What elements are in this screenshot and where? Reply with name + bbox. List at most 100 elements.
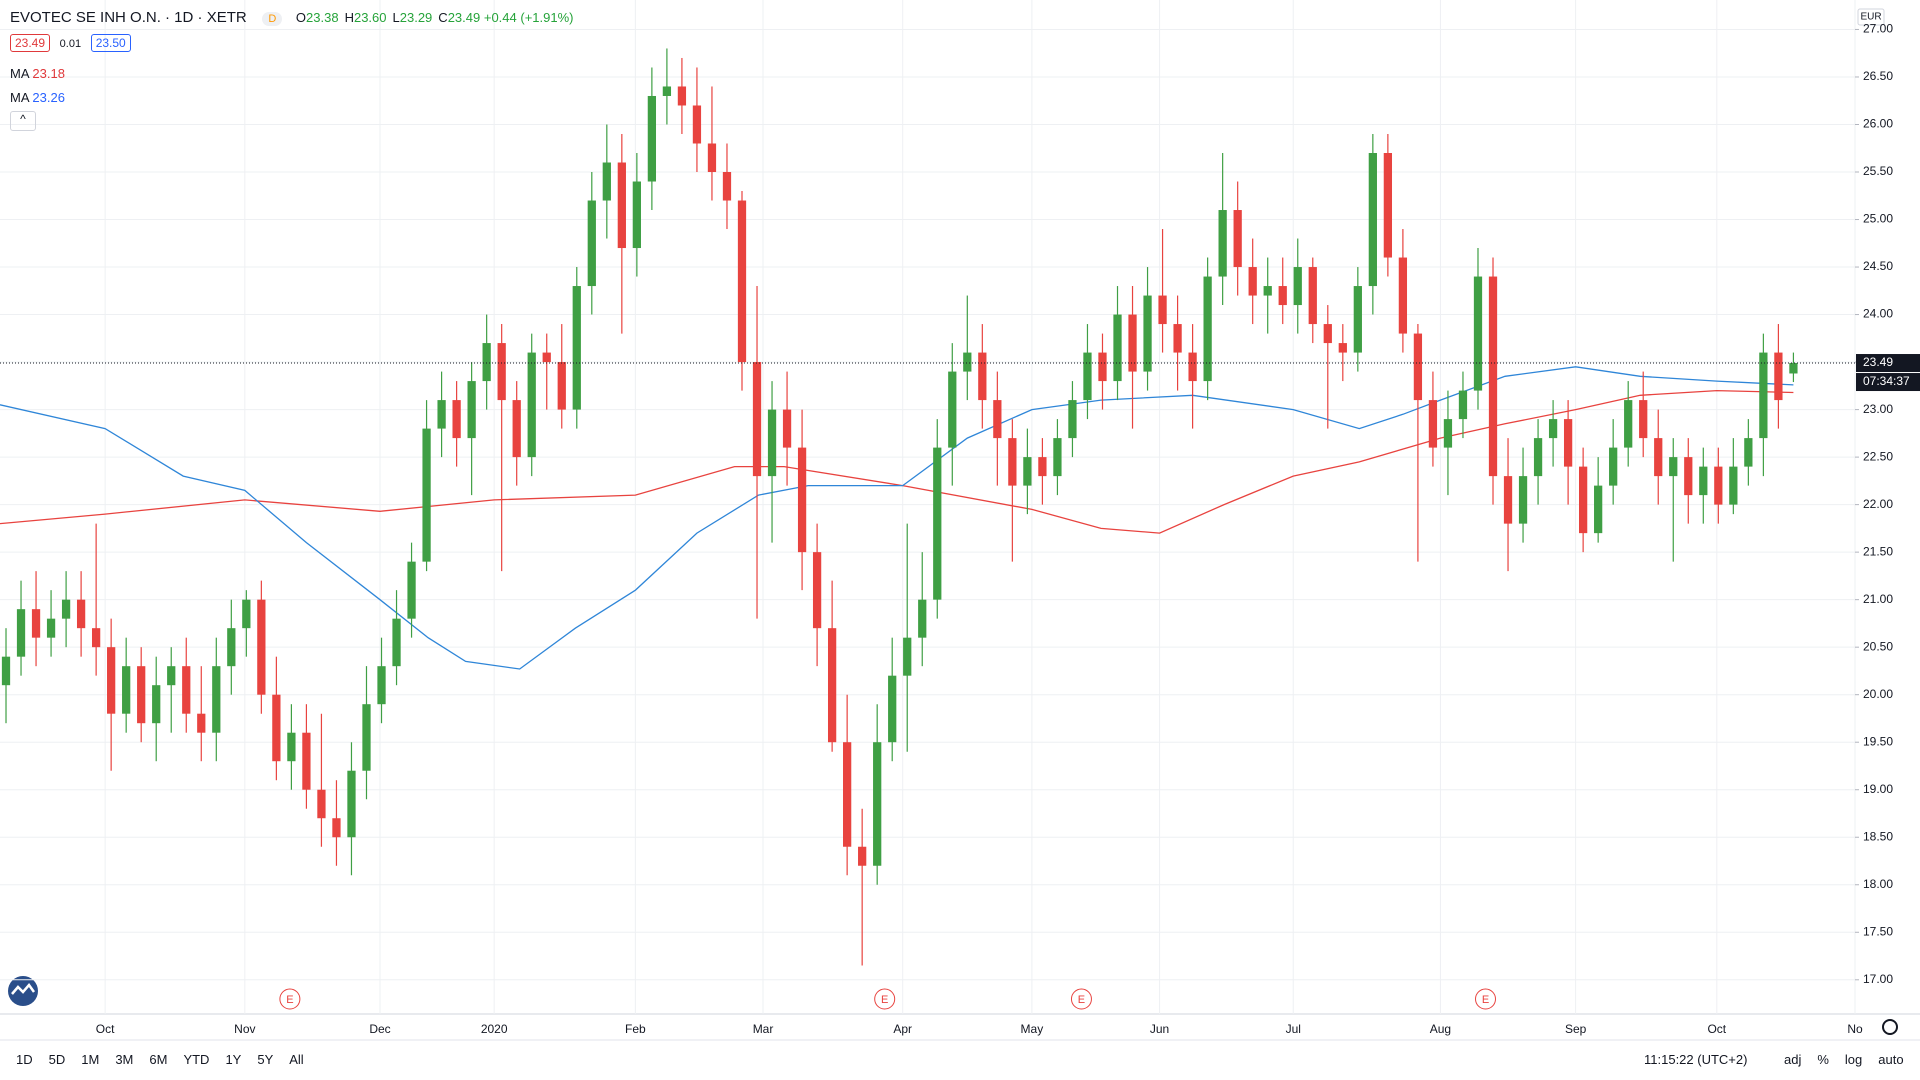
x-tick-label: Dec bbox=[369, 1022, 390, 1036]
badge[interactable]: D bbox=[262, 12, 283, 26]
ask[interactable]: 23.50 bbox=[90, 34, 131, 52]
candle-body bbox=[1729, 466, 1738, 505]
candle-body bbox=[452, 400, 461, 439]
candle-body bbox=[1293, 267, 1302, 306]
candle-body bbox=[182, 666, 191, 714]
y-tick-label: 20.00 bbox=[1863, 687, 1893, 701]
range-button[interactable]: All bbox=[289, 1052, 304, 1067]
x-tick-label: Apr bbox=[893, 1022, 912, 1036]
candle-body bbox=[1699, 466, 1708, 496]
spread: 0.01 bbox=[59, 38, 82, 50]
x-tick-label: Oct bbox=[96, 1022, 115, 1036]
candle-body bbox=[617, 162, 626, 249]
y-tick-label: 19.50 bbox=[1863, 734, 1893, 748]
candle-body bbox=[1473, 276, 1483, 391]
range-button[interactable]: YTD bbox=[183, 1052, 210, 1067]
ma-legend-1: MA 23.18 bbox=[10, 66, 65, 81]
earnings-marker[interactable] bbox=[1475, 988, 1497, 1010]
candle-body bbox=[512, 400, 521, 458]
legend-header: EVOTEC SE INH O.N. · 1D · XETR D O23.38 H… bbox=[10, 9, 573, 26]
candle-body bbox=[557, 362, 566, 410]
range-button[interactable]: 5D bbox=[48, 1052, 66, 1067]
candle-body bbox=[392, 618, 401, 667]
range-buttons: 1D 5D 1M 3M 6M YTD 1Y 5Y All bbox=[16, 1052, 320, 1067]
y-tick-label: 25.50 bbox=[1863, 164, 1893, 178]
range-button[interactable]: 5Y bbox=[257, 1052, 274, 1067]
candle-body bbox=[948, 371, 957, 448]
candle-body bbox=[918, 599, 927, 638]
candle-body bbox=[1428, 400, 1438, 448]
candle-body bbox=[933, 447, 942, 600]
earnings-marker[interactable] bbox=[279, 988, 301, 1010]
candle-body bbox=[362, 704, 371, 771]
candle-body bbox=[722, 172, 732, 201]
bid[interactable]: 23.49 bbox=[10, 34, 51, 52]
ma-name: MA bbox=[10, 90, 29, 105]
range-button[interactable]: 1M bbox=[81, 1052, 100, 1067]
candle-body bbox=[1609, 447, 1618, 486]
candle-body bbox=[1383, 153, 1393, 258]
ohlc-label: L bbox=[392, 10, 400, 25]
candle-body bbox=[1023, 457, 1032, 486]
x-tick-label: Oct bbox=[1707, 1022, 1726, 1036]
candle-body bbox=[76, 599, 86, 629]
candle-body bbox=[377, 666, 386, 705]
candle-body bbox=[1008, 438, 1017, 486]
scale-option[interactable]: adj bbox=[1784, 1052, 1802, 1067]
ma-value: 23.26 bbox=[32, 90, 65, 105]
candle-body bbox=[1398, 257, 1408, 334]
range-button[interactable]: 6M bbox=[149, 1052, 168, 1067]
y-tick-label: 19.00 bbox=[1863, 782, 1893, 796]
range-button[interactable]: 1Y bbox=[225, 1052, 242, 1067]
range-button[interactable]: 1D bbox=[16, 1052, 33, 1067]
candle-body bbox=[1654, 438, 1663, 477]
grid bbox=[0, 0, 1856, 1014]
settings-icon[interactable] bbox=[1882, 1019, 1899, 1035]
candle-body bbox=[1579, 466, 1588, 534]
candle-body bbox=[767, 409, 777, 477]
y-tick-label: 21.00 bbox=[1863, 592, 1893, 606]
candle-body bbox=[1233, 210, 1242, 268]
candle-body bbox=[272, 694, 281, 762]
x-tick-label: Jul bbox=[1286, 1022, 1301, 1036]
candle-body bbox=[1308, 267, 1317, 325]
earnings-marker[interactable] bbox=[1070, 988, 1092, 1010]
candle-body bbox=[107, 647, 116, 714]
y-tick-label: 18.00 bbox=[1863, 877, 1893, 891]
candle-body bbox=[1443, 419, 1453, 448]
candle-body bbox=[1563, 419, 1573, 467]
candle-body bbox=[1594, 485, 1603, 534]
y-tick-label: 24.50 bbox=[1863, 259, 1893, 273]
candle-body bbox=[1789, 363, 1798, 374]
ma-legend-2: MA 23.26 bbox=[10, 90, 65, 105]
range-button[interactable]: 3M bbox=[115, 1052, 134, 1067]
candle-body bbox=[137, 666, 146, 724]
candle-body bbox=[317, 789, 326, 819]
candle-body bbox=[858, 846, 867, 866]
earnings-marker[interactable] bbox=[874, 988, 896, 1010]
y-tick-label: 17.00 bbox=[1863, 972, 1893, 986]
candle-body bbox=[797, 447, 807, 553]
candle-body bbox=[1533, 438, 1543, 477]
currency: EUR bbox=[1860, 12, 1881, 23]
candle-body bbox=[16, 609, 26, 657]
earnings-label: E bbox=[1078, 994, 1085, 1006]
candle-body bbox=[257, 599, 266, 695]
candle-body bbox=[1353, 286, 1362, 353]
candle-body bbox=[302, 732, 311, 790]
candle-body bbox=[542, 352, 551, 363]
y-tick-label: 26.50 bbox=[1863, 69, 1893, 83]
x-tick-label: Sep bbox=[1565, 1022, 1587, 1036]
candle-body bbox=[1038, 457, 1047, 477]
logo-mark bbox=[11, 982, 36, 995]
candle-body bbox=[1128, 314, 1137, 372]
scale-option[interactable]: % bbox=[1817, 1052, 1829, 1067]
candle-body bbox=[812, 552, 822, 629]
candle-body bbox=[1548, 419, 1558, 439]
candle-body bbox=[1068, 400, 1077, 439]
scale-option[interactable]: log bbox=[1844, 1052, 1863, 1067]
collapse-button[interactable]: ^ bbox=[10, 111, 36, 131]
scale-option[interactable]: auto bbox=[1878, 1052, 1904, 1067]
